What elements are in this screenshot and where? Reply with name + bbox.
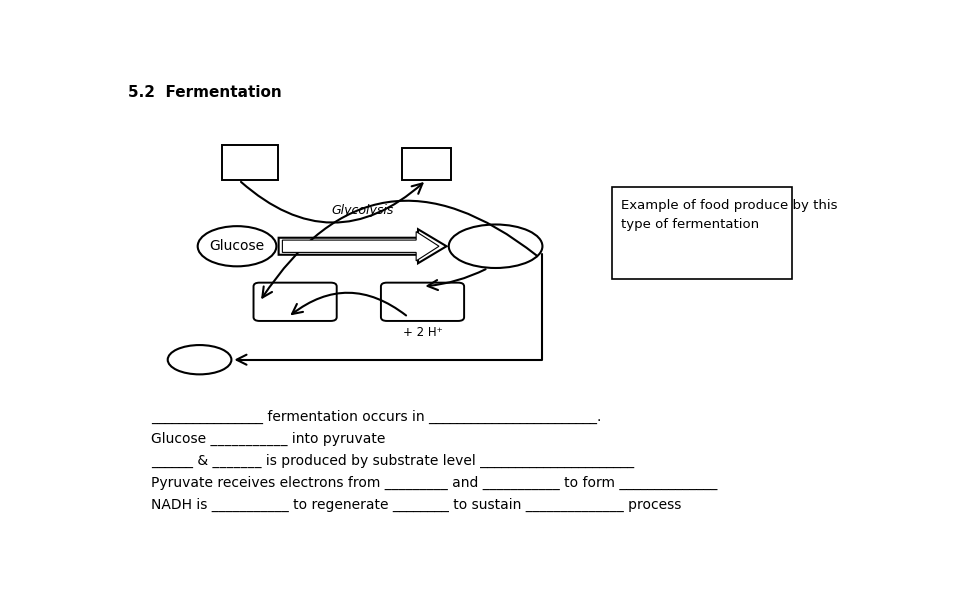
Text: NADH is ___________ to regenerate ________ to sustain ______________ process: NADH is ___________ to regenerate ______… — [151, 498, 681, 513]
Text: ________________ fermentation occurs in ________________________.: ________________ fermentation occurs in … — [151, 410, 601, 424]
Bar — [402, 148, 451, 180]
Polygon shape — [282, 231, 439, 261]
FancyBboxPatch shape — [381, 282, 464, 321]
Text: + 2 H⁺: + 2 H⁺ — [402, 325, 442, 339]
Text: Example of food produce by this: Example of food produce by this — [621, 199, 837, 212]
Text: ______ & _______ is produced by substrate level ______________________: ______ & _______ is produced by substrat… — [151, 454, 634, 468]
Bar — [612, 187, 792, 279]
Ellipse shape — [449, 225, 542, 268]
Text: Glucose: Glucose — [210, 239, 265, 253]
Text: Glycolysis: Glycolysis — [332, 204, 394, 217]
Text: Pyruvate receives electrons from _________ and ___________ to form _____________: Pyruvate receives electrons from _______… — [151, 476, 718, 490]
Ellipse shape — [197, 226, 277, 266]
Text: Glucose ___________ into pyruvate: Glucose ___________ into pyruvate — [151, 432, 385, 446]
Text: 5.2  Fermentation: 5.2 Fermentation — [129, 85, 282, 101]
Text: type of fermentation: type of fermentation — [621, 218, 759, 231]
Bar — [222, 144, 278, 180]
Ellipse shape — [167, 345, 231, 375]
FancyBboxPatch shape — [253, 282, 337, 321]
Polygon shape — [278, 229, 447, 263]
